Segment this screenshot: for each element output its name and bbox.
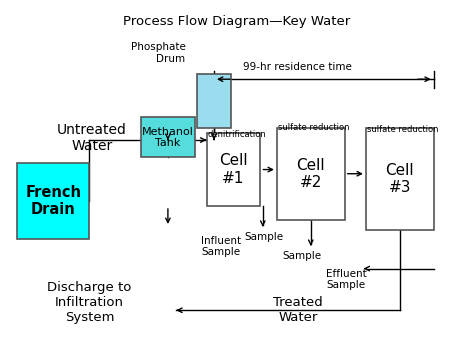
Text: Treated
Water: Treated Water [273,297,323,324]
Text: Cell
#2: Cell #2 [296,158,325,190]
Bar [207,133,260,206]
Text: sulfate reduction: sulfate reduction [367,125,438,134]
Text: Untreated
Water: Untreated Water [57,122,127,153]
Text: Process Flow Diagram—Key Water: Process Flow Diagram—Key Water [123,15,351,28]
Text: Sample: Sample [282,251,321,261]
Text: Effluent
Sample: Effluent Sample [326,269,367,290]
Text: Influent
Sample: Influent Sample [201,235,241,257]
Bar [197,74,231,128]
Text: Discharge to
Infiltration
System: Discharge to Infiltration System [47,281,132,324]
Bar [17,163,90,239]
Text: Methanol
Tank: Methanol Tank [142,127,194,148]
Text: Cell
#1: Cell #1 [219,153,248,186]
Text: Sample: Sample [245,232,284,242]
Text: denitrification: denitrification [208,130,266,139]
Text: French
Drain: French Drain [25,185,81,217]
Bar [277,128,345,220]
Bar [141,118,195,157]
Text: Cell
#3: Cell #3 [385,163,414,195]
Text: Phosphate
Drum: Phosphate Drum [131,42,185,64]
Bar [366,128,434,231]
Text: 99-hr residence time: 99-hr residence time [244,62,352,72]
Text: sulfate reduction: sulfate reduction [278,122,349,132]
